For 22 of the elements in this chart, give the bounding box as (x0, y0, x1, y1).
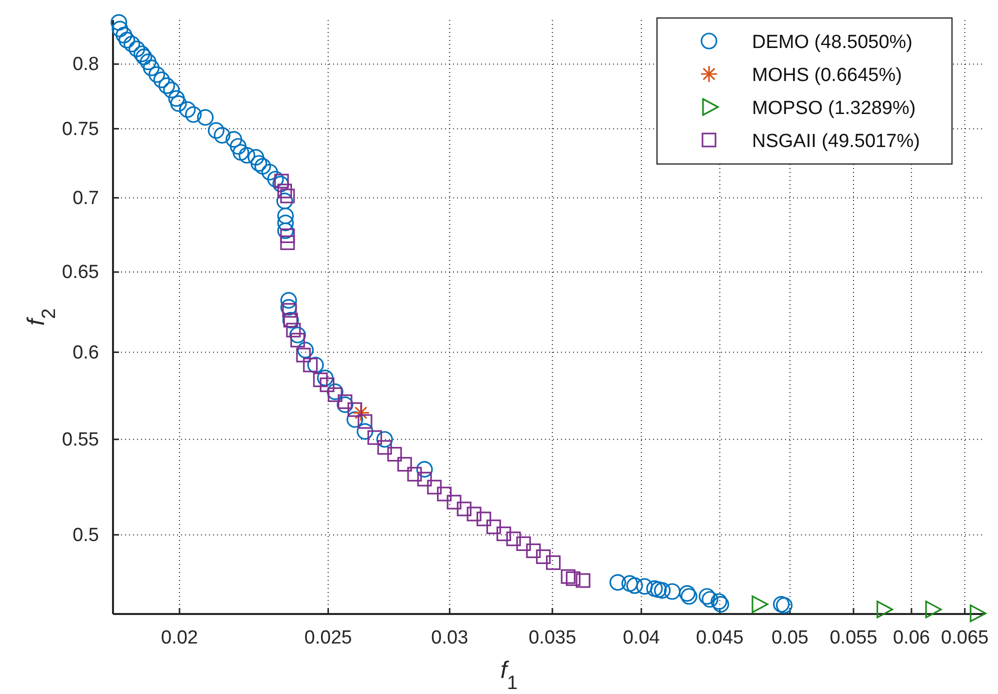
x-axis-title: f$_{1}$ (500, 657, 518, 694)
x-tick-label: 0.04 (622, 627, 660, 648)
x-tick-label: 0.025 (304, 627, 352, 648)
y-tick-label: 0.55 (62, 429, 99, 450)
y-tick-label: 0.65 (62, 262, 99, 284)
x-tick-label: 0.045 (696, 627, 744, 648)
x-tick-label: 0.055 (830, 627, 878, 648)
y-tick-label: 0.75 (62, 118, 99, 140)
y-tick-label: 0.5 (72, 524, 99, 546)
y-tick-label: 0.7 (72, 188, 99, 209)
x-tick-label: 0.05 (772, 627, 808, 648)
x-tick-label: 0.02 (161, 627, 198, 648)
legend-label: DEMO (48.5050%) (752, 32, 913, 53)
y-tick-label: 0.6 (72, 342, 99, 364)
x-tick-label: 0.06 (892, 627, 930, 648)
x-tick-label: 0.03 (431, 627, 468, 648)
legend-label: MOHS (0.6645%) (752, 65, 902, 86)
legend-label: MOPSO (1.3289%) (752, 98, 916, 119)
legend-label: NSGAII (49.5017%) (752, 131, 920, 152)
x-tick-label: 0.065 (941, 627, 989, 648)
y-tick-label: 0.8 (72, 54, 99, 76)
x-tick-label: 0.035 (528, 627, 576, 648)
